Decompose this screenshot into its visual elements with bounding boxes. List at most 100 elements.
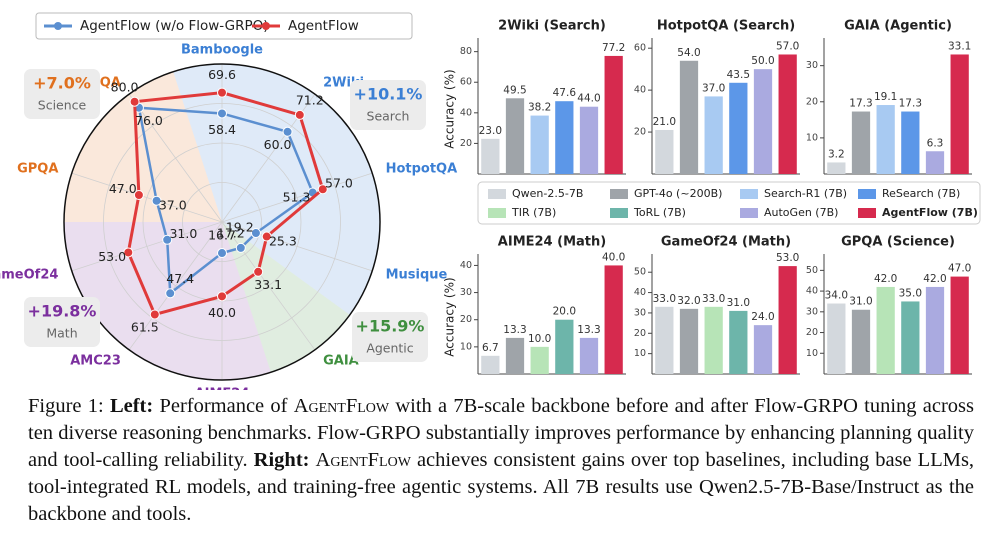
legend-swatch <box>740 208 758 218</box>
annotation-label: Science <box>38 98 87 113</box>
value-label: 57.0 <box>776 40 799 52</box>
bar <box>753 325 773 374</box>
legend-label: Search-R1 (7B) <box>764 187 847 200</box>
y-tick-label: 10 <box>460 341 472 352</box>
point <box>217 248 227 259</box>
caption-name: AgentFlow <box>315 449 411 471</box>
value-label: 17.3 <box>899 98 922 110</box>
value-label: 60.0 <box>264 137 292 152</box>
y-tick-label: 20 <box>806 96 818 107</box>
value-label: 6.3 <box>927 137 944 149</box>
value-label: 31.0 <box>849 296 872 308</box>
bar <box>729 310 748 374</box>
value-label: 47.0 <box>948 263 971 275</box>
bar <box>729 82 748 174</box>
point <box>149 309 160 320</box>
value-label: 33.0 <box>702 293 725 305</box>
y-tick-label: 30 <box>634 307 646 318</box>
value-label: 77.2 <box>602 42 625 54</box>
bar <box>655 306 674 374</box>
y-tick-label: 60 <box>634 43 646 54</box>
y-tick-label: 50 <box>806 265 818 276</box>
sector <box>64 222 222 315</box>
value-label: 57.0 <box>325 176 353 191</box>
bar <box>530 115 549 174</box>
legend-label: AutoGen (7B) <box>764 206 838 219</box>
bar <box>555 101 574 174</box>
bar <box>704 96 723 174</box>
bar <box>530 346 549 374</box>
category-label: AMC23 <box>70 354 121 369</box>
bar <box>604 55 623 174</box>
value-label: 53.0 <box>776 252 799 264</box>
legend-label: AgentFlow (7B) <box>882 206 978 219</box>
value-label: 21.0 <box>653 116 676 128</box>
bar <box>679 60 699 174</box>
spoke <box>221 221 316 351</box>
point <box>217 291 227 302</box>
value-label: 13.3 <box>503 324 526 336</box>
bar <box>950 54 969 174</box>
caption-text: Performance of <box>159 395 288 417</box>
legend-label: ToRL (7B) <box>633 206 686 219</box>
annotation-box <box>350 80 426 130</box>
spoke <box>128 93 223 223</box>
legend-swatch <box>610 208 628 218</box>
bar <box>851 309 871 374</box>
y-tick-label: 20 <box>634 328 646 339</box>
category-label: Bamboogle <box>181 43 263 58</box>
bar <box>778 54 797 174</box>
bar <box>827 303 846 374</box>
panel-title: GPQA (Science) <box>841 235 955 250</box>
sector <box>64 129 222 222</box>
legend-swatch <box>610 189 628 199</box>
category-label: HotpotQA <box>386 161 458 176</box>
bar <box>579 337 599 374</box>
y-tick-label: 10 <box>806 348 818 359</box>
value-label: 37.0 <box>702 82 725 94</box>
value-label: 31.0 <box>169 226 197 241</box>
sector <box>222 222 350 373</box>
value-label: 42.0 <box>874 273 897 285</box>
value-label: 51.3 <box>283 189 311 204</box>
panel-title: GAIA (Agentic) <box>844 19 952 34</box>
annotation-label: Search <box>367 109 410 124</box>
annotation-label: Agentic <box>366 341 413 356</box>
legend-label: ReSearch (7B) <box>882 187 960 200</box>
point <box>253 266 264 277</box>
point <box>294 109 305 120</box>
value-label: 38.2 <box>528 102 551 114</box>
bar <box>950 276 969 374</box>
annotation-box <box>352 312 428 362</box>
annotation-value: +19.8% <box>28 302 97 321</box>
value-label: 76.0 <box>135 113 163 128</box>
panel-title: 2Wiki (Search) <box>498 19 606 34</box>
panel-title: HotpotQA (Search) <box>657 19 795 34</box>
value-label: 58.4 <box>208 122 236 137</box>
sector <box>222 222 380 315</box>
point <box>165 288 176 299</box>
point <box>217 108 227 119</box>
category-label: GPQA <box>17 161 58 176</box>
value-label: 32.0 <box>677 295 700 307</box>
value-label: 19.2 <box>226 219 254 234</box>
y-tick-label: 20 <box>634 127 646 138</box>
point <box>133 190 144 201</box>
bar <box>505 337 525 374</box>
annotation-box <box>24 69 100 119</box>
sector <box>222 71 350 223</box>
value-label: 10.0 <box>528 333 551 345</box>
legend-marker <box>262 22 270 30</box>
value-label: 37.0 <box>159 198 187 213</box>
y-tick-label: 50 <box>634 267 646 278</box>
spoke <box>221 172 373 223</box>
spoke <box>71 172 223 223</box>
y-tick-label: 20 <box>806 327 818 338</box>
y-tick-label: 30 <box>806 306 818 317</box>
y-axis-label: Accuracy (%) <box>443 277 457 356</box>
legend-box <box>477 181 981 225</box>
category-label: GameOf24 <box>0 268 58 283</box>
value-label: 33.1 <box>948 40 971 52</box>
category-label: AIME24 <box>195 387 250 391</box>
y-tick-label: 20 <box>460 138 472 149</box>
